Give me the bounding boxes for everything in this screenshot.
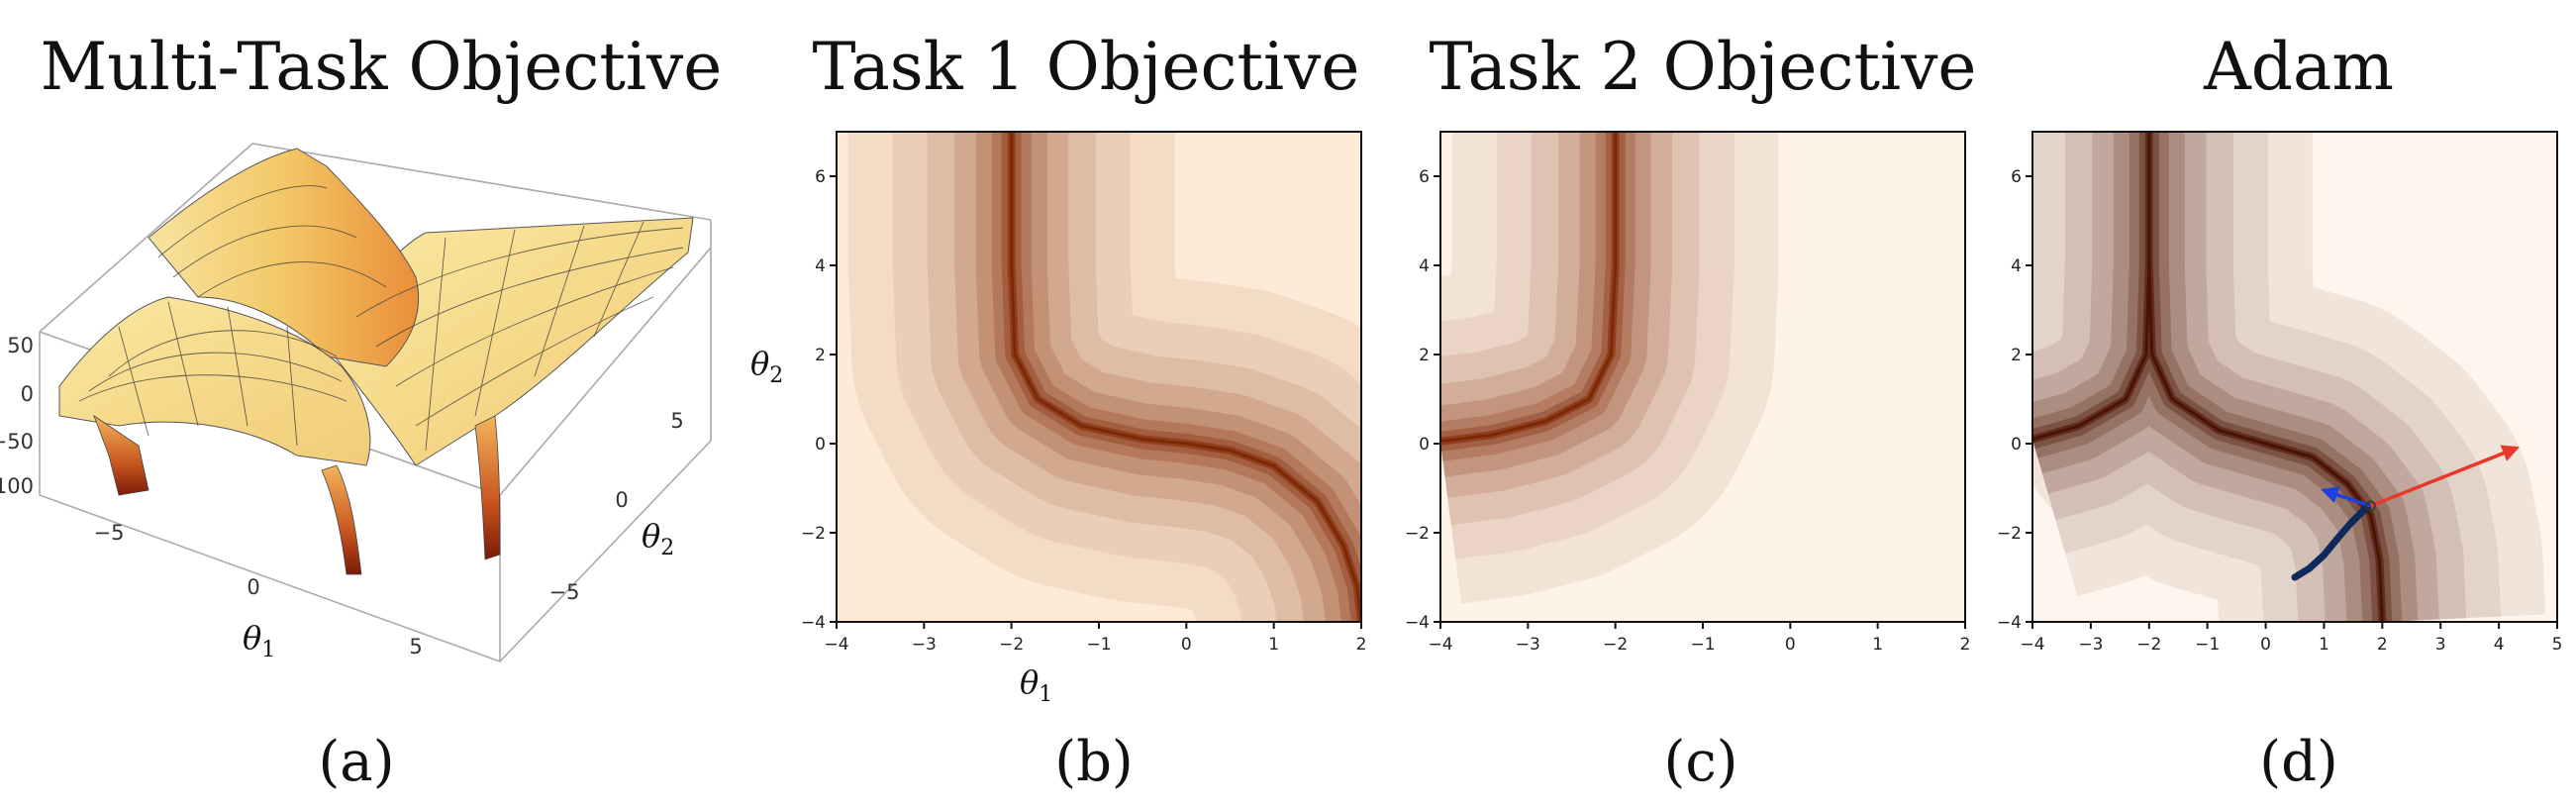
- theta2-tick-label: −5: [549, 580, 580, 604]
- x-tick-label: −1: [2195, 635, 2220, 655]
- z-tick-label: 0: [21, 382, 34, 406]
- panel-b-title: Task 1 Objective: [813, 29, 1360, 105]
- heatmap-adam: −4 −3 −2 −1 0 1 2 3 4 5 −4 −2 0 2 4 6: [1997, 131, 2563, 655]
- optimizer-trajectory: [2291, 502, 2372, 581]
- y-tick-label: 6: [2011, 167, 2022, 187]
- z-tick-label: −100: [0, 474, 34, 498]
- surface-valley-wall-left: [93, 414, 149, 496]
- contour-band: [1440, 132, 1618, 444]
- x-tick-label: 0: [2260, 635, 2271, 655]
- surface-mesh-lines: [78, 185, 684, 452]
- y-tick-label: 4: [1419, 256, 1430, 276]
- heatmap-task-2: −4 −3 −2 −1 0 1 2 −4 −2 0 2 4 6: [1405, 131, 1971, 655]
- x-tick-label: −4: [2020, 635, 2044, 655]
- contour-band: [2032, 264, 2151, 441]
- task-2-gradient-arrow: [2321, 486, 2372, 508]
- y-tick-label: 4: [815, 256, 826, 276]
- panel-b-ylabel: θ2: [750, 345, 783, 388]
- y-tick-label: 6: [815, 167, 826, 187]
- contour-band: [1010, 132, 1361, 622]
- panel-d-caption: (d): [2259, 730, 2338, 794]
- theta2-tick-label: 5: [670, 409, 683, 433]
- surface-valley-wall-right: [474, 415, 501, 560]
- y-tick-label: −2: [801, 524, 826, 544]
- theta1-tick-label: 0: [247, 575, 259, 599]
- heatmap-task-1: −4 −3 −2 −1 0 1 2 −4 −2 0 2 4 6: [801, 131, 1367, 655]
- x-tick-label: 1: [2319, 635, 2329, 655]
- x-tick-label: 0: [1785, 635, 1796, 655]
- x-tick-label: −1: [1086, 635, 1111, 655]
- x-tick-label: −4: [824, 635, 848, 655]
- panel-b-caption: (b): [1054, 730, 1134, 794]
- x-tick-label: 2: [1356, 635, 1367, 655]
- x-tick-label: 5: [2552, 635, 2563, 655]
- panel-a-caption: (a): [318, 730, 394, 794]
- x-tick-label: 1: [1268, 635, 1279, 655]
- plot-frame: [2031, 131, 2558, 623]
- x-tick-label: −2: [2136, 635, 2161, 655]
- theta1-axis-label: θ1: [243, 619, 275, 662]
- surface-back-hump: [148, 148, 420, 367]
- y-tick-label: 0: [815, 435, 826, 455]
- theta1-tick-label: 5: [409, 635, 422, 659]
- x-tick-label: 0: [1181, 635, 1192, 655]
- x-tick-label: −1: [1690, 635, 1715, 655]
- y-tick-label: 2: [2011, 346, 2022, 365]
- panel-b-xlabel: θ1: [1020, 663, 1052, 707]
- current-point-marker: [2365, 500, 2376, 512]
- y-tick-label: −4: [801, 613, 826, 633]
- y-tick-label: 2: [815, 346, 826, 365]
- y-tick-label: 0: [2011, 435, 2022, 455]
- surface-plot-3d: 50 0 −50 −100 −5 0 5 5 0 −5 θ1 θ2: [0, 143, 712, 662]
- z-tick-label: −50: [0, 430, 34, 454]
- heatmap-field: [837, 132, 1361, 622]
- theta2-tick-label: 0: [615, 488, 628, 512]
- y-tick-label: 6: [1419, 167, 1430, 187]
- x-tick-label: 4: [2494, 635, 2505, 655]
- y-tick-label: −2: [1997, 524, 2022, 544]
- y-tick-label: −4: [1405, 613, 1430, 633]
- y-tick-label: 4: [2011, 256, 2022, 276]
- x-tick-label: 1: [1872, 635, 1883, 655]
- panel-c-caption: (c): [1663, 730, 1737, 794]
- y-tick-label: 2: [1419, 346, 1430, 365]
- x-tick-label: −4: [1428, 635, 1452, 655]
- panel-c-title: Task 2 Objective: [1430, 29, 1977, 105]
- contour-band: [2147, 132, 2384, 622]
- task-1-gradient-arrow: [2369, 445, 2521, 508]
- z-tick-label: 50: [7, 334, 34, 357]
- theta1-tick-label: −5: [94, 521, 125, 545]
- surface-front-saddle: [58, 296, 371, 466]
- x-tick-label: 2: [2377, 635, 2388, 655]
- x-tick-label: −2: [1603, 635, 1628, 655]
- theta2-axis-label: θ2: [642, 517, 674, 560]
- y-tick-label: −4: [1997, 613, 2022, 633]
- surface-valley-wall-mid: [321, 464, 362, 575]
- x-tick-label: −3: [912, 635, 937, 655]
- y-tick-label: −2: [1405, 524, 1430, 544]
- heatmap-field: [2032, 132, 2557, 622]
- panel-a-title: Multi-Task Objective: [41, 29, 723, 105]
- x-tick-label: −3: [1516, 635, 1540, 655]
- x-tick-label: 3: [2435, 635, 2446, 655]
- y-tick-label: 0: [1419, 435, 1430, 455]
- x-tick-label: −2: [999, 635, 1024, 655]
- panel-d-title: Adam: [2203, 29, 2394, 105]
- heatmap-field: [1440, 132, 1965, 622]
- x-tick-label: −3: [2078, 635, 2103, 655]
- x-tick-label: 2: [1960, 635, 1971, 655]
